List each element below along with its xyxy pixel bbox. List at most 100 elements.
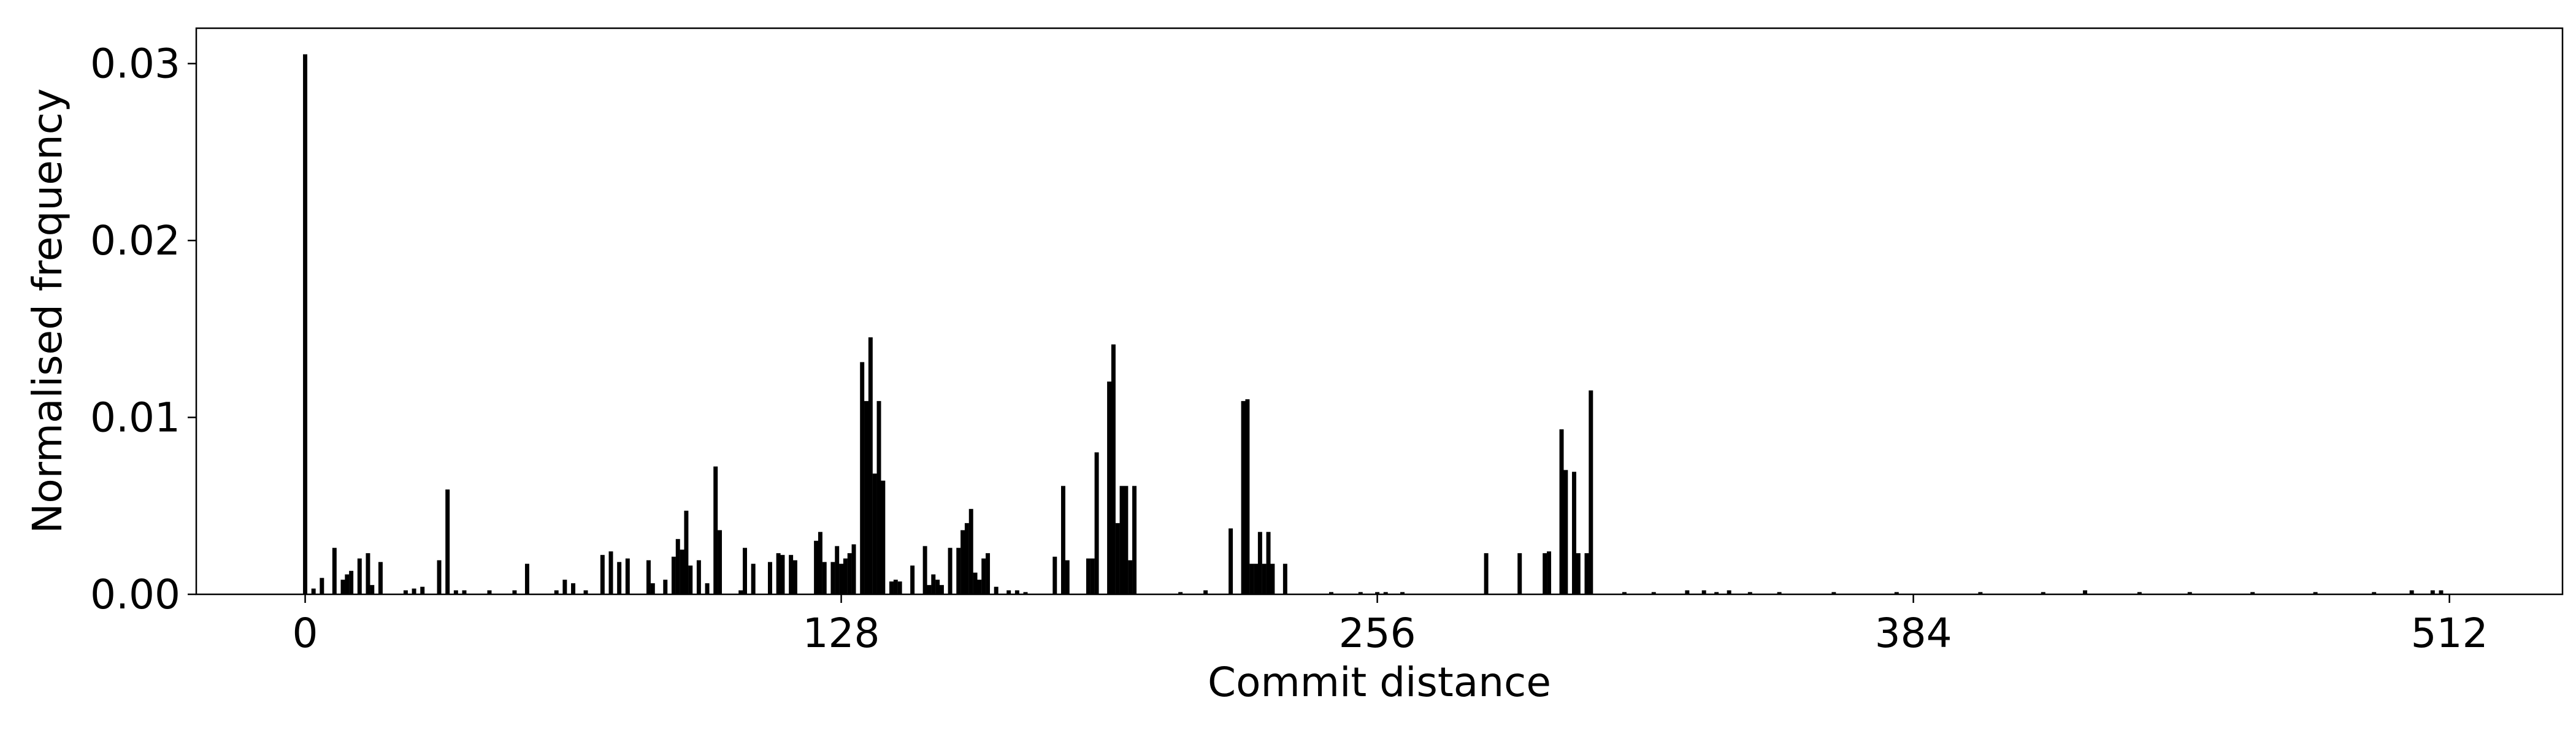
bar	[931, 574, 936, 595]
x-tick-label: 384	[1875, 610, 1952, 657]
bar	[445, 489, 450, 595]
bar	[960, 530, 965, 595]
x-tick-label: 128	[803, 610, 880, 657]
bar	[994, 586, 999, 595]
bar	[1229, 528, 1233, 595]
bar	[1547, 551, 1552, 595]
bar	[872, 473, 877, 595]
bar	[881, 480, 886, 595]
bar	[822, 562, 827, 595]
bar	[357, 558, 362, 595]
bar	[1517, 553, 1522, 595]
bar	[780, 554, 785, 595]
bar	[303, 54, 308, 595]
y-axis-label: Normalised frequency	[24, 88, 71, 534]
bar	[608, 551, 613, 595]
bar	[767, 562, 772, 595]
bar	[1563, 470, 1568, 595]
bar	[1060, 486, 1065, 595]
y-tick-label: 0.03	[90, 40, 180, 88]
bar	[830, 562, 835, 595]
bar	[675, 539, 680, 595]
y-tick-label: 0.02	[90, 217, 180, 264]
bar	[1249, 564, 1254, 595]
bar	[1262, 564, 1267, 595]
bar	[868, 337, 873, 595]
bar	[927, 585, 932, 595]
y-tick-label: 0.00	[90, 571, 180, 618]
bar	[663, 580, 668, 595]
bar	[684, 510, 689, 595]
bar	[320, 578, 324, 595]
bar	[1576, 553, 1581, 595]
bar	[789, 554, 794, 595]
bar	[922, 546, 927, 595]
bar	[910, 565, 915, 595]
bar	[349, 570, 354, 595]
bar	[600, 554, 605, 595]
bar	[935, 580, 940, 595]
bar	[973, 572, 978, 595]
bar	[1559, 429, 1564, 595]
bar	[977, 580, 982, 595]
bar	[1266, 532, 1271, 595]
bar	[345, 574, 350, 595]
bar	[751, 564, 756, 595]
bar	[696, 560, 701, 595]
bar	[571, 583, 576, 595]
bar	[986, 553, 991, 595]
bar	[680, 550, 684, 595]
bar	[860, 362, 865, 595]
bar	[864, 401, 869, 595]
bar	[1124, 486, 1129, 595]
bar	[792, 560, 797, 595]
bar	[1270, 564, 1275, 595]
bar	[835, 546, 840, 595]
bar	[1543, 553, 1547, 595]
bar	[1111, 344, 1116, 595]
bar	[562, 580, 567, 595]
bar	[743, 548, 747, 595]
bar	[776, 553, 781, 595]
bar	[718, 530, 723, 595]
bar	[1086, 558, 1091, 595]
bar	[1257, 532, 1262, 595]
bar	[671, 556, 676, 595]
bar	[617, 562, 622, 595]
bar	[340, 580, 345, 595]
bar	[956, 548, 961, 595]
bar	[893, 580, 898, 595]
bar	[1282, 564, 1287, 595]
bar	[1589, 390, 1593, 595]
bar	[1094, 452, 1099, 595]
bar	[1241, 401, 1246, 595]
bar	[889, 581, 894, 595]
bar	[843, 558, 848, 595]
bar	[311, 588, 316, 595]
bar	[370, 585, 375, 595]
bar	[1254, 564, 1259, 595]
bar	[876, 401, 881, 595]
x-tick-label: 512	[2411, 610, 2488, 657]
bar	[1132, 486, 1137, 595]
bar	[814, 540, 819, 595]
bar	[1065, 560, 1070, 595]
bar	[968, 508, 973, 595]
bar	[939, 585, 944, 595]
bar	[839, 564, 844, 595]
y-tick-label: 0.01	[90, 394, 180, 442]
bar	[1090, 558, 1095, 595]
bar	[524, 564, 529, 595]
bar	[625, 558, 630, 595]
bar	[964, 523, 969, 595]
bar	[412, 588, 416, 595]
bar	[1572, 472, 1576, 595]
bar	[1245, 399, 1250, 595]
bar	[847, 553, 852, 595]
bar	[948, 548, 953, 595]
bar	[713, 466, 718, 595]
plot-frame	[195, 27, 2564, 596]
